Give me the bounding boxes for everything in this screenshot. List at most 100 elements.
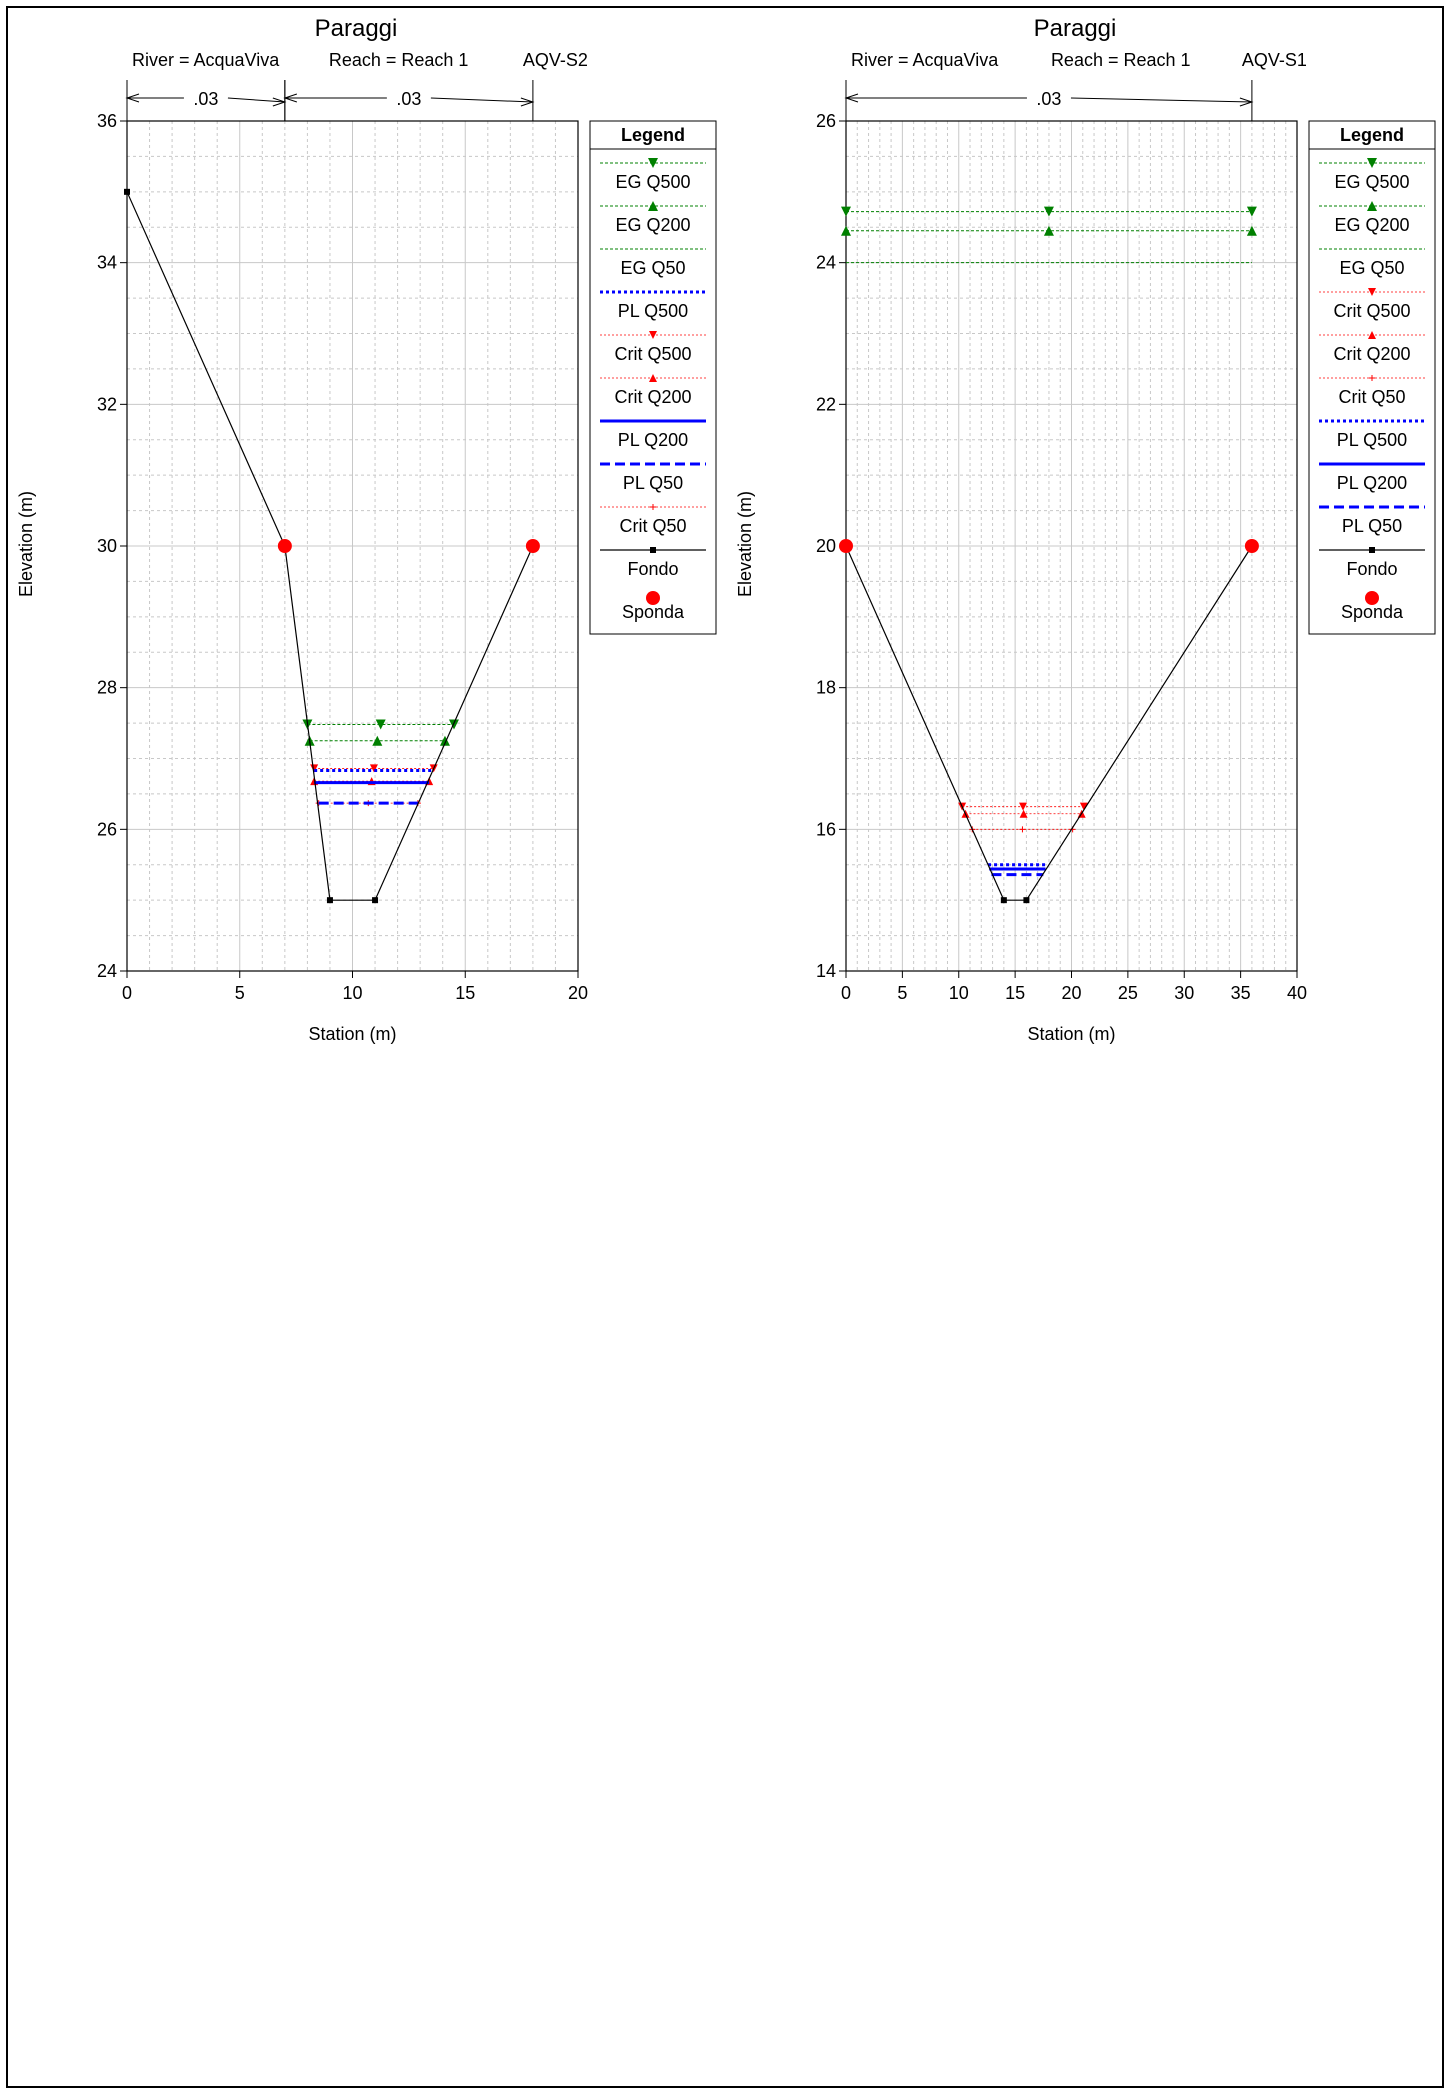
series-eg200 [304,735,450,746]
legend-marker [1368,331,1376,339]
y-tick-label: 14 [816,961,836,981]
ws-marker-crit500 [369,764,378,773]
legend-item-pl50: PL Q50 [600,462,706,493]
legend-marker [648,201,658,211]
x-tick-label: 20 [1061,983,1081,1003]
legend-item-crit50: Crit Q50 [1319,375,1425,407]
y-tick-label: 28 [97,678,117,698]
legend-item-eg200: EG Q200 [600,201,706,235]
y-tick-label: 20 [816,536,836,556]
legend-marker [1367,158,1377,168]
ws-marker-eg200 [1246,225,1257,236]
legend-label: PL Q200 [618,430,688,450]
legend-label: Fondo [627,559,678,579]
arrow-head [283,93,298,103]
legend-label: EG Q200 [615,215,690,235]
ws-marker-eg200 [1043,225,1054,236]
subtitle-river: River = AcquaViva [851,50,999,70]
x-tick-label: 35 [1231,983,1251,1003]
legend-label: Fondo [1346,559,1397,579]
legend-label: PL Q200 [1337,473,1407,493]
legend-label: Crit Q500 [614,344,691,364]
roughness-arrow-line [1070,97,1252,103]
subtitle-station-id: AQV-S2 [523,50,588,70]
legend-label: PL Q500 [618,301,688,321]
page-frame [6,6,1444,2088]
y-axis-label: Elevation (m) [735,491,755,597]
legend-label: EG Q500 [615,172,690,192]
legend-item-pl200: PL Q200 [1319,462,1425,493]
legend-item-crit50: Crit Q50 [600,504,706,536]
y-tick-label: 24 [816,253,836,273]
legend-marker [649,374,657,382]
ws-marker-eg500 [1246,206,1257,217]
ws-marker-crit500 [1079,802,1088,811]
x-axis-label: Station (m) [308,1024,396,1044]
subtitle-station-id: AQV-S1 [1242,50,1307,70]
legend-item-sponda: Sponda [622,591,685,622]
legend-item-crit200: Crit Q200 [1319,331,1425,364]
legend-label: Crit Q50 [619,516,686,536]
series-eg500 [841,206,1257,217]
legend-title: Legend [1340,125,1404,145]
x-tick-label: 0 [122,983,132,1003]
chart-2: Paraggi River = AcquaViva Reach = Reach 1 A… [735,15,1436,1044]
legend-title: Legend [621,125,685,145]
series-crit200 [961,809,1086,818]
y-tick-label: 32 [97,394,117,414]
legend-label: EG Q200 [1334,215,1409,235]
roughness-label: .03 [193,89,218,109]
legend-item-pl200: PL Q200 [600,419,706,450]
arrow-head [844,93,859,103]
x-axis-label: Station (m) [1027,1024,1115,1044]
ws-marker-crit500 [310,764,319,773]
y-tick-label: 24 [97,961,117,981]
legend-label: PL Q50 [1342,516,1402,536]
legend-marker [650,504,656,510]
legend-item-eg50: EG Q50 [1319,248,1425,278]
legend-item-pl50: PL Q50 [1319,505,1425,536]
ws-marker-eg500 [375,719,386,730]
ground-point [124,188,130,195]
legend-item-pl500: PL Q500 [1319,419,1425,450]
legend-item-eg500: EG Q500 [1319,158,1425,192]
ground-point [372,897,379,904]
y-tick-label: 36 [97,111,117,131]
x-tick-label: 25 [1118,983,1138,1003]
legend: Legend EG Q500 EG Q200 EG Q50 Crit Q500 Crit … [1308,120,1436,635]
ws-marker-eg500 [841,206,851,217]
bank-station-point [1244,539,1259,553]
ws-marker-crit200 [1019,809,1028,818]
x-tick-label: 10 [342,983,362,1003]
legend-marker [650,547,656,553]
legend-label: EG Q50 [620,258,685,278]
legend-label: PL Q500 [1337,430,1407,450]
bank-station-point [277,539,292,553]
bank-station-point [525,539,540,553]
roughness-bar: .03 .03 [125,80,535,121]
legend-label: EG Q500 [1334,172,1409,192]
legend-label: Crit Q50 [1338,387,1405,407]
ws-marker-eg200 [841,225,851,236]
legend-item-crit500: Crit Q500 [600,331,706,364]
legend-label: PL Q50 [623,473,683,493]
legend-label: Sponda [622,602,685,622]
legend-label: Crit Q200 [1333,344,1410,364]
legend-item-fondo: Fondo [1319,547,1425,579]
roughness-arrow-line [227,97,285,103]
legend-label: Crit Q500 [1333,301,1410,321]
chart-title: Paraggi [315,15,398,42]
legend-item-eg200: EG Q200 [1319,201,1425,235]
ws-marker-crit500 [1019,802,1028,811]
roughness-bar: .03 [844,80,1254,121]
series-sponda [277,539,540,553]
ws-marker-crit50 [1019,826,1026,833]
legend-marker [646,591,660,605]
legend-marker [1367,201,1377,211]
ground-point [326,897,333,904]
legend-item-eg50: EG Q50 [600,248,706,278]
legend-item-eg500: EG Q500 [600,158,706,192]
x-tick-label: 20 [568,983,588,1003]
y-tick-label: 16 [816,819,836,839]
subtitle-river: River = AcquaViva [132,50,280,70]
